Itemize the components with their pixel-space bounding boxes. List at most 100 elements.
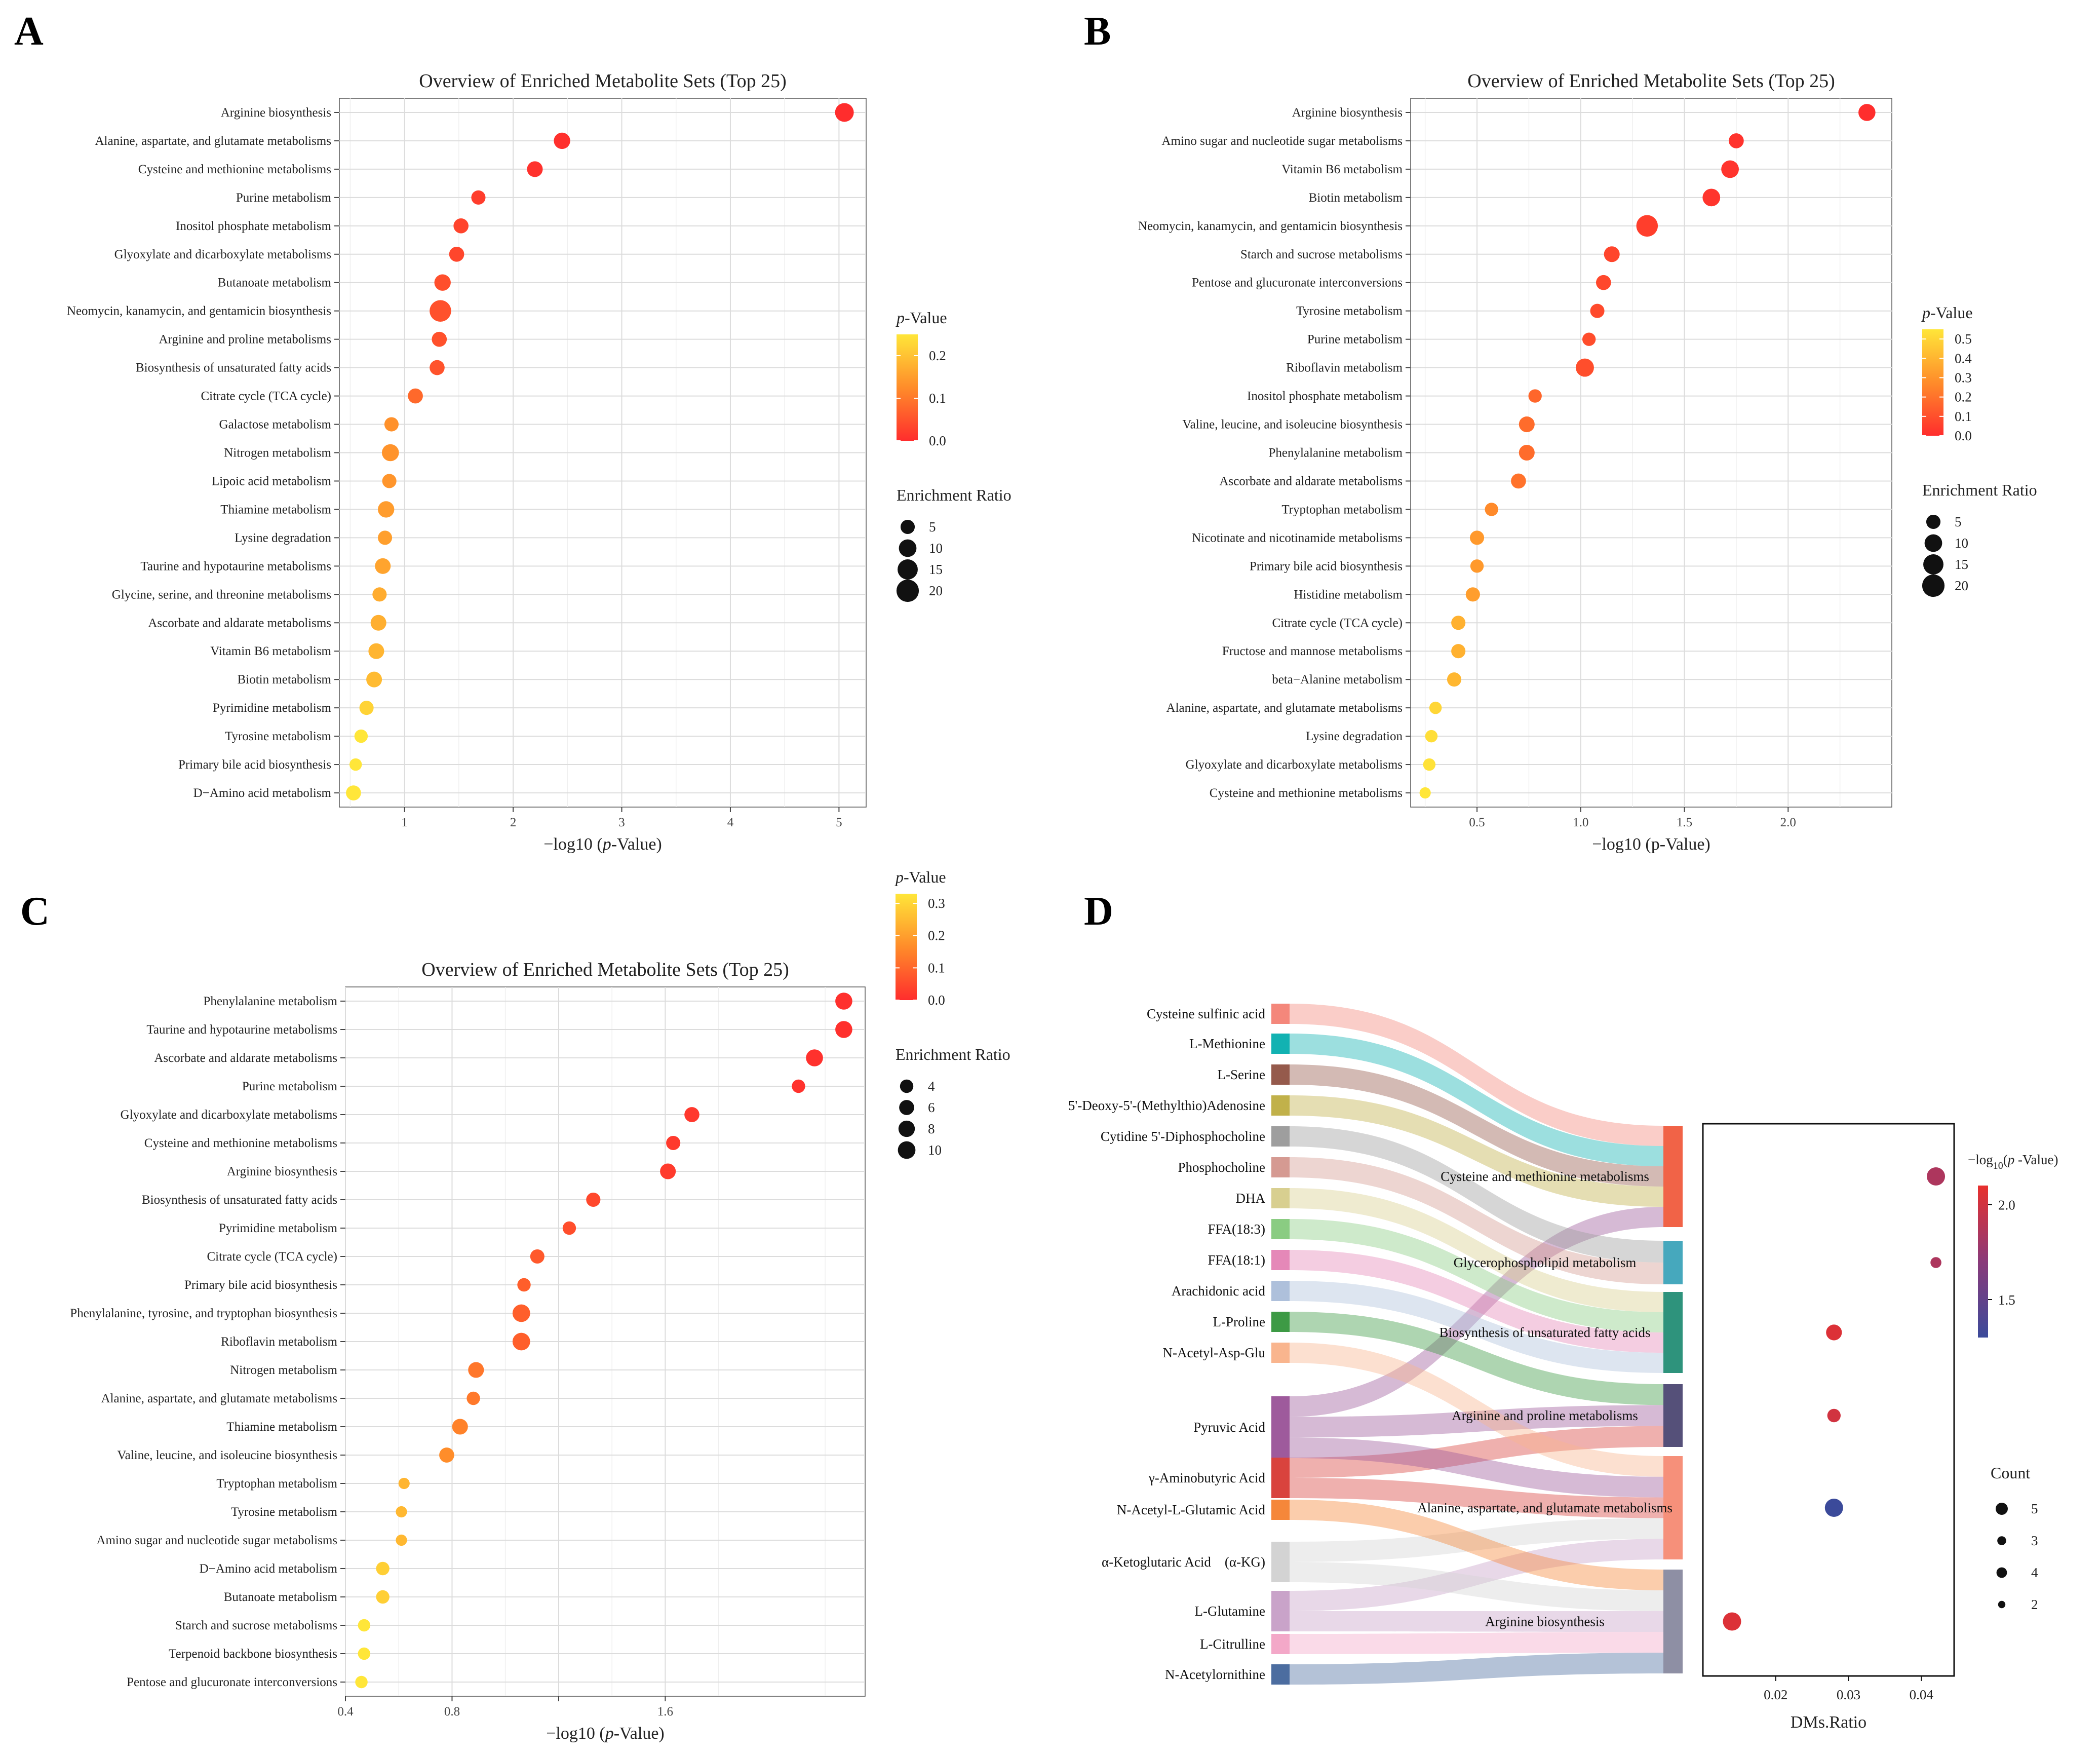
panel-d-chart: Cysteine sulfinic acid L-Methionine L-Seri…: [1068, 1004, 2058, 1732]
color-legend-tick-label: 2.0: [1998, 1198, 2015, 1213]
y-tick-label: Inositol phosphate metabolism: [176, 219, 331, 233]
metabolite-label: FFA(18:3): [1208, 1222, 1265, 1237]
data-point: [449, 246, 464, 262]
size-legend-label: 5: [1955, 514, 1962, 529]
size-legend-label: 6: [928, 1100, 935, 1115]
y-tick-label: Galactose metabolism: [219, 418, 332, 432]
color-legend-title: −log10(p -Value): [1968, 1152, 2058, 1171]
data-point: [471, 190, 486, 205]
dot-point: [1723, 1612, 1741, 1631]
pathway-node: [1663, 1384, 1683, 1447]
data-point: [381, 444, 399, 462]
data-point: [1469, 530, 1485, 545]
sankey-link: [1290, 1219, 1663, 1332]
data-point: [1511, 473, 1526, 489]
data-point: [1451, 644, 1466, 659]
y-tick-label: Glyoxylate and dicarboxylate metabolisms: [1186, 758, 1403, 772]
metabolite-node: [1271, 1157, 1290, 1177]
sankey-link: [1290, 1478, 1663, 1518]
metabolite-label: L-Citrulline: [1200, 1636, 1265, 1652]
data-point: [375, 558, 391, 574]
y-tick-label: Terpenoid backbone biosynthesis: [169, 1647, 337, 1661]
data-point: [1470, 559, 1484, 573]
size-legend-label: 20: [1955, 578, 1968, 593]
count-legend-key: [1998, 1600, 2006, 1609]
y-tick-label: Riboflavin metabolism: [1286, 361, 1403, 375]
y-tick-label: Pentose and glucuronate interconversions: [1192, 276, 1403, 290]
y-tick-label: Alanine, aspartate, and glutamate metabo…: [95, 134, 331, 148]
y-tick-label: Alanine, aspartate, and glutamate metabo…: [1166, 701, 1403, 715]
data-point: [1636, 215, 1658, 237]
y-tick-label: Citrate cycle (TCA cycle): [201, 390, 331, 403]
size-legend-key: [1924, 534, 1942, 552]
sankey-link: [1290, 1250, 1663, 1353]
data-point: [1519, 444, 1535, 461]
data-point: [1702, 188, 1721, 207]
data-point: [517, 1278, 531, 1292]
data-point: [439, 1447, 454, 1463]
sankey-link: [1290, 1207, 1663, 1417]
y-tick-label: Tyrosine metabolism: [231, 1505, 338, 1519]
y-tick-label: Vitamin B6 metabolism: [1281, 163, 1403, 176]
colorbar-tick-label: 0.1: [929, 391, 946, 406]
sankey-link: [1290, 1126, 1663, 1263]
colorbar-tick-label: 0.2: [1955, 390, 1972, 405]
data-point: [554, 132, 570, 149]
panel-a-chart: 1 2 3 4 5 Arginine biosynthesis Alanine, aspar…: [67, 70, 1012, 854]
data-point: [346, 785, 361, 800]
y-tick-label: Biosynthesis of unsaturated fatty acids: [142, 1193, 337, 1207]
y-tick-label: Lysine degradation: [1306, 730, 1403, 743]
count-legend-key: [1996, 1567, 2007, 1578]
x-tick-label: 1: [401, 816, 408, 829]
y-tick-label: Phenylalanine metabolism: [1268, 446, 1403, 460]
metabolite-node: [1271, 1396, 1290, 1458]
y-tick-label: Taurine and hypotaurine metabolisms: [140, 559, 331, 573]
pathway-node: [1663, 1292, 1683, 1373]
metabolite-label: Cytidine 5'-Diphosphocholine: [1101, 1129, 1265, 1144]
y-tick-label: Glyoxylate and dicarboxylate metabolisms: [114, 248, 331, 261]
data-point: [1576, 358, 1594, 377]
data-point: [835, 993, 852, 1010]
pvalue-legend-title: p-Value: [1921, 303, 1973, 322]
x-axis-label: −log10 (p-Value): [546, 1724, 665, 1743]
sankey-link: [1290, 1095, 1663, 1207]
color-legend-bar: [1978, 1186, 1988, 1338]
data-point: [452, 1419, 468, 1435]
y-tick-label: Starch and sucrose metabolisms: [175, 1619, 337, 1632]
pathway-node: [1663, 1126, 1683, 1227]
y-tick-label: beta−Alanine metabolism: [1272, 673, 1403, 686]
y-tick-label: Purine metabolism: [242, 1080, 338, 1093]
data-point: [1604, 246, 1620, 262]
metabolite-node: [1271, 1664, 1290, 1685]
metabolite-label: L-Glutamine: [1195, 1604, 1265, 1619]
y-tick-label: Alanine, aspartate, and glutamate metabo…: [101, 1392, 337, 1405]
count-legend-title: Count: [1991, 1464, 2030, 1482]
sankey-link: [1290, 1426, 1663, 1478]
metabolite-label: N-Acetyl-Asp-Glu: [1163, 1345, 1266, 1360]
dot-x-tick-label: 0.02: [1764, 1687, 1787, 1702]
metabolite-label: γ-Aminobutyric Acid: [1148, 1470, 1266, 1485]
metabolite-label: L-Serine: [1218, 1067, 1265, 1082]
y-tick-label: Valine, leucine, and isoleucine biosynth…: [1182, 418, 1403, 432]
x-tick-label: 2: [510, 816, 517, 829]
metabolite-label: N-Acetylornithine: [1165, 1667, 1265, 1682]
dot-x-tick-label: 0.03: [1837, 1687, 1860, 1702]
y-tick-label: Arginine biosynthesis: [227, 1165, 337, 1178]
data-point: [527, 161, 543, 177]
size-legend-title: Enrichment Ratio: [897, 486, 1012, 504]
y-tick-label: Inositol phosphate metabolism: [1247, 390, 1403, 403]
data-point: [384, 417, 399, 432]
pathway-label: Glycerophospholipid metabolism: [1454, 1255, 1637, 1270]
y-tick-label: Pyrimidine metabolism: [213, 701, 332, 715]
data-point: [1582, 332, 1596, 346]
metabolite-label: L-Methionine: [1189, 1036, 1265, 1051]
sankey-link: [1290, 1632, 1663, 1654]
data-point: [1729, 133, 1744, 148]
y-tick-label: Tyrosine metabolism: [1296, 304, 1403, 318]
metabolite-node: [1271, 1095, 1290, 1116]
pathway-label: Biosynthesis of unsaturated fatty acids: [1440, 1325, 1651, 1340]
y-tick-label: Tryptophan metabolism: [1281, 503, 1403, 516]
pvalue-colorbar: [896, 894, 917, 1000]
size-legend-key: [900, 519, 915, 535]
metabolite-node: [1271, 1500, 1290, 1520]
